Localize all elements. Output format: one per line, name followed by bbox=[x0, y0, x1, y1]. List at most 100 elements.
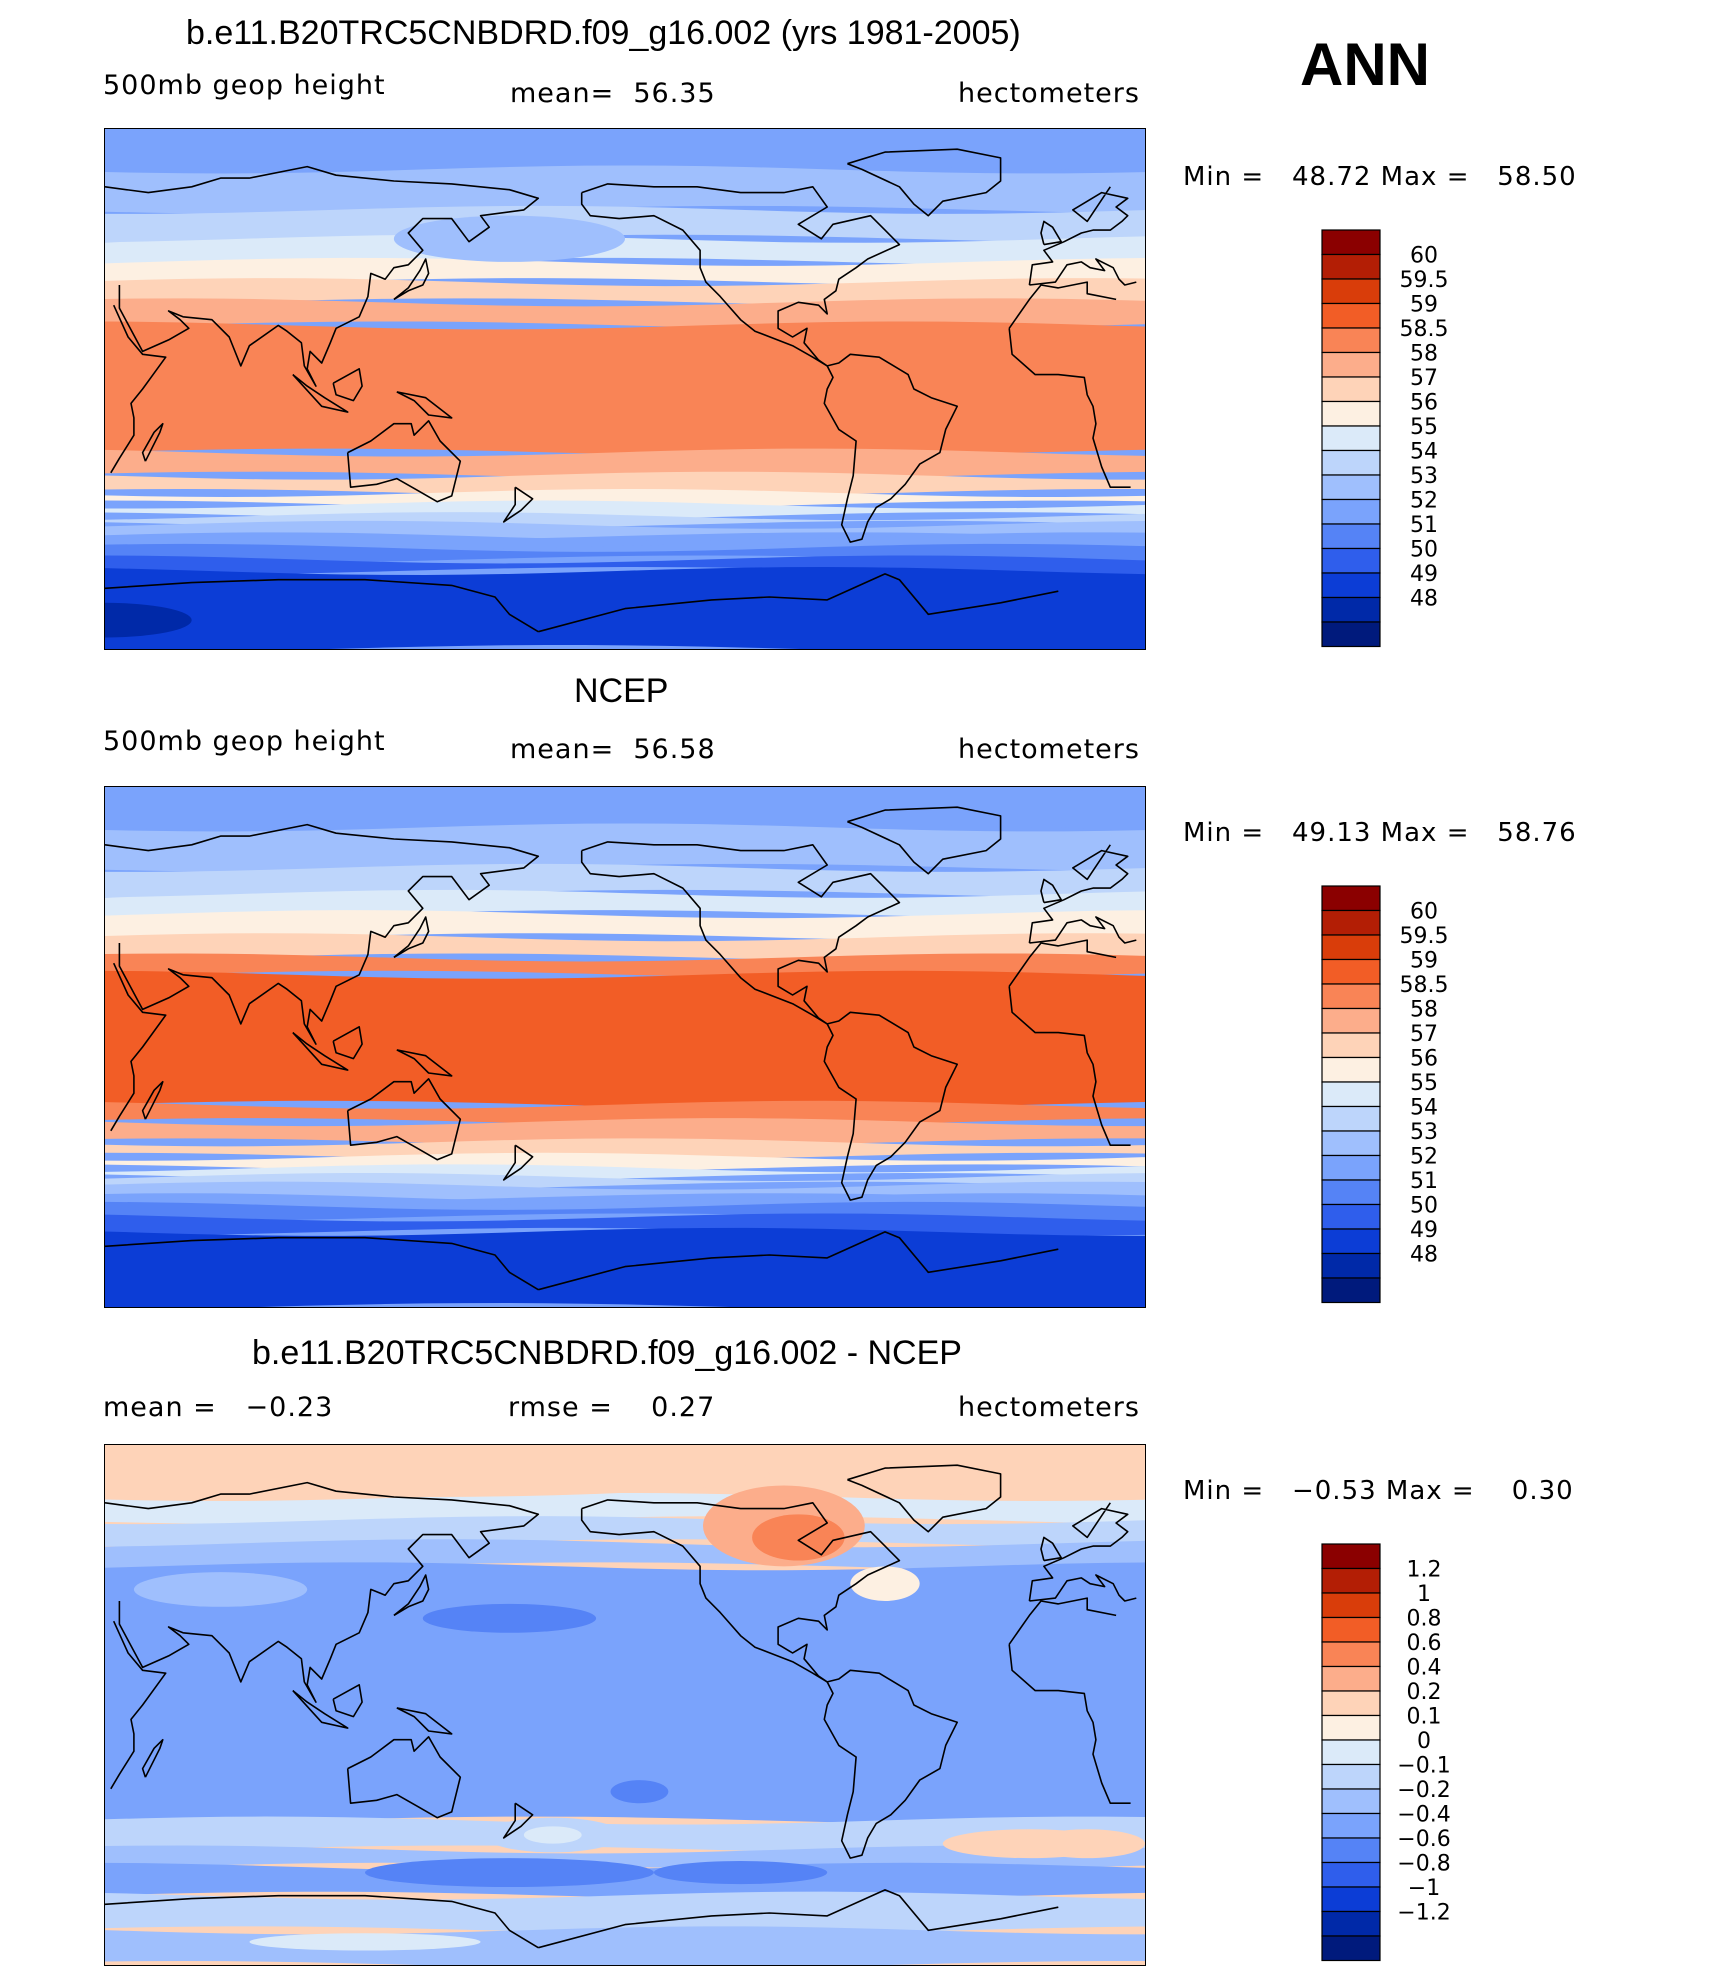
colorbar-2-box-13 bbox=[1321, 1861, 1381, 1888]
band-1-5 bbox=[105, 933, 1145, 962]
band-1-10 bbox=[105, 1138, 1145, 1161]
band-0-8 bbox=[105, 448, 1145, 480]
coastline-0-8 bbox=[1040, 220, 1062, 246]
panel-3-units: hectometers bbox=[958, 1392, 1140, 1423]
panel-3-map bbox=[104, 1444, 1146, 1966]
colorbar-2-box-5 bbox=[1321, 1665, 1381, 1692]
colorbar-2-box-3 bbox=[1321, 1616, 1381, 1643]
coastline-0-6 bbox=[105, 573, 1059, 633]
band-0-14 bbox=[105, 532, 1145, 552]
colorbar-1-label-5: 57 bbox=[1410, 1022, 1438, 1047]
colorbar-0-label-11: 51 bbox=[1410, 513, 1438, 538]
panel-1-units: hectometers bbox=[958, 78, 1140, 109]
coastline-2-13 bbox=[396, 1707, 453, 1735]
contour-blob-2-5 bbox=[422, 1603, 597, 1633]
colorbar-0-box-6 bbox=[1321, 376, 1381, 403]
colorbar-1-label-6: 56 bbox=[1410, 1047, 1438, 1072]
colorbar-2-box-6 bbox=[1321, 1690, 1381, 1717]
colorbar-0-label-9: 53 bbox=[1410, 464, 1438, 489]
colorbar-1-label-4: 58 bbox=[1410, 998, 1438, 1023]
colorbar-1-label-8: 54 bbox=[1410, 1096, 1438, 1121]
panel-2-minmax: Min = 49.13 Max = 58.76 bbox=[1183, 818, 1577, 848]
colorbar-2-box-9 bbox=[1321, 1763, 1381, 1790]
colorbar-2-box-12 bbox=[1321, 1837, 1381, 1864]
coastline-1-6 bbox=[105, 1231, 1059, 1291]
colorbar-0-label-7: 55 bbox=[1410, 415, 1438, 440]
panel-3-minmax: Min = −0.53 Max = 0.30 bbox=[1183, 1476, 1574, 1506]
band-2-2 bbox=[105, 1516, 1145, 1548]
contour-blob-2-2 bbox=[752, 1514, 845, 1561]
colorbar-2-box-2 bbox=[1321, 1592, 1381, 1619]
panel-3-colorbar: 1.210.80.60.40.20.10−0.1−0.2−0.4−0.6−0.8… bbox=[1321, 1543, 1451, 1962]
colorbar-0-box-2 bbox=[1321, 278, 1381, 305]
colorbar-2-label-10: −0.4 bbox=[1397, 1803, 1450, 1828]
coastline-1-2 bbox=[346, 1078, 462, 1161]
contour-blob-2-0 bbox=[105, 1450, 770, 1497]
band-1-7 bbox=[105, 970, 1145, 1109]
colorbar-1-label-1: 59.5 bbox=[1400, 924, 1449, 949]
panel-1-minmax: Min = 48.72 Max = 58.50 bbox=[1183, 162, 1577, 192]
colorbar-2-label-8: −0.1 bbox=[1397, 1754, 1450, 1779]
colorbar-2-box-7 bbox=[1321, 1714, 1381, 1741]
colorbar-1-box-16 bbox=[1321, 1277, 1381, 1304]
colorbar-1-box-11 bbox=[1321, 1154, 1381, 1181]
band-1-4 bbox=[105, 910, 1145, 942]
colorbar-0-box-8 bbox=[1321, 425, 1381, 452]
colorbar-2-box-4 bbox=[1321, 1641, 1381, 1668]
coastline-0-11 bbox=[292, 373, 349, 413]
colorbar-2-box-1 bbox=[1321, 1567, 1381, 1594]
coastline-2-2 bbox=[346, 1736, 462, 1819]
colorbar-0-box-11 bbox=[1321, 498, 1381, 525]
colorbar-1-box-5 bbox=[1321, 1007, 1381, 1034]
colorbar-2-box-14 bbox=[1321, 1886, 1381, 1913]
colorbar-1-box-13 bbox=[1321, 1203, 1381, 1230]
panel-3-mean: mean = −0.23 bbox=[103, 1392, 334, 1423]
colorbar-2-label-14: −1.2 bbox=[1397, 1901, 1450, 1926]
colorbar-1-label-2: 59 bbox=[1410, 949, 1438, 974]
panel-2-mean: mean= 56.58 bbox=[510, 734, 716, 765]
band-2-5 bbox=[105, 1816, 1145, 1854]
band-2-1 bbox=[105, 1493, 1145, 1525]
coastline-0-7 bbox=[393, 258, 430, 301]
band-0-5 bbox=[105, 278, 1145, 307]
panel-1-mean: mean= 56.35 bbox=[510, 78, 716, 109]
band-0-15 bbox=[105, 543, 1145, 564]
contour-blob-0-0 bbox=[393, 215, 625, 262]
coastline-1-7 bbox=[393, 916, 430, 959]
colorbar-1-label-13: 49 bbox=[1410, 1218, 1438, 1243]
colorbar-1-box-0 bbox=[1321, 885, 1381, 912]
colorbar-0-label-1: 59.5 bbox=[1400, 268, 1449, 293]
colorbar-0-label-6: 56 bbox=[1410, 391, 1438, 416]
colorbar-0-box-7 bbox=[1321, 400, 1381, 427]
colorbar-1-label-9: 53 bbox=[1410, 1120, 1438, 1145]
coastline-1-13 bbox=[396, 1049, 453, 1077]
season-label: ANN bbox=[1300, 31, 1430, 98]
colorbar-2-label-13: −1 bbox=[1408, 1876, 1440, 1901]
band-1-15 bbox=[105, 1193, 1145, 1210]
colorbar-0-label-5: 57 bbox=[1410, 366, 1438, 391]
colorbar-2-label-12: −0.8 bbox=[1397, 1852, 1450, 1877]
colorbar-0-box-0 bbox=[1321, 229, 1381, 256]
colorbar-1-box-14 bbox=[1321, 1228, 1381, 1255]
band-0-2 bbox=[105, 205, 1145, 243]
band-1-0 bbox=[105, 787, 1145, 832]
panel-1-title: b.e11.B20TRC5CNBDRD.f09_g16.002 (yrs 198… bbox=[186, 14, 1021, 52]
colorbar-1-box-6 bbox=[1321, 1032, 1381, 1059]
colorbar-0-box-16 bbox=[1321, 621, 1381, 648]
panel-2-variable: 500mb geop height bbox=[103, 726, 386, 757]
coastline-0-13 bbox=[396, 391, 453, 419]
colorbar-2-label-1: 1 bbox=[1417, 1582, 1431, 1607]
colorbar-2-box-10 bbox=[1321, 1788, 1381, 1815]
panel-1-variable: 500mb geop height bbox=[103, 70, 386, 101]
colorbar-1-box-12 bbox=[1321, 1179, 1381, 1206]
coastline-1-4 bbox=[823, 1011, 958, 1201]
contour-blob-2-10 bbox=[365, 1858, 654, 1887]
coastline-0-12 bbox=[332, 368, 363, 402]
colorbar-1-box-10 bbox=[1321, 1130, 1381, 1157]
coastline-1-3 bbox=[580, 841, 901, 1025]
coastline-2-11 bbox=[292, 1689, 349, 1729]
colorbar-1-label-10: 52 bbox=[1410, 1145, 1438, 1170]
coastline-1-5 bbox=[847, 806, 1002, 875]
coastline-0-1 bbox=[105, 165, 1137, 387]
colorbar-2-box-16 bbox=[1321, 1935, 1381, 1962]
